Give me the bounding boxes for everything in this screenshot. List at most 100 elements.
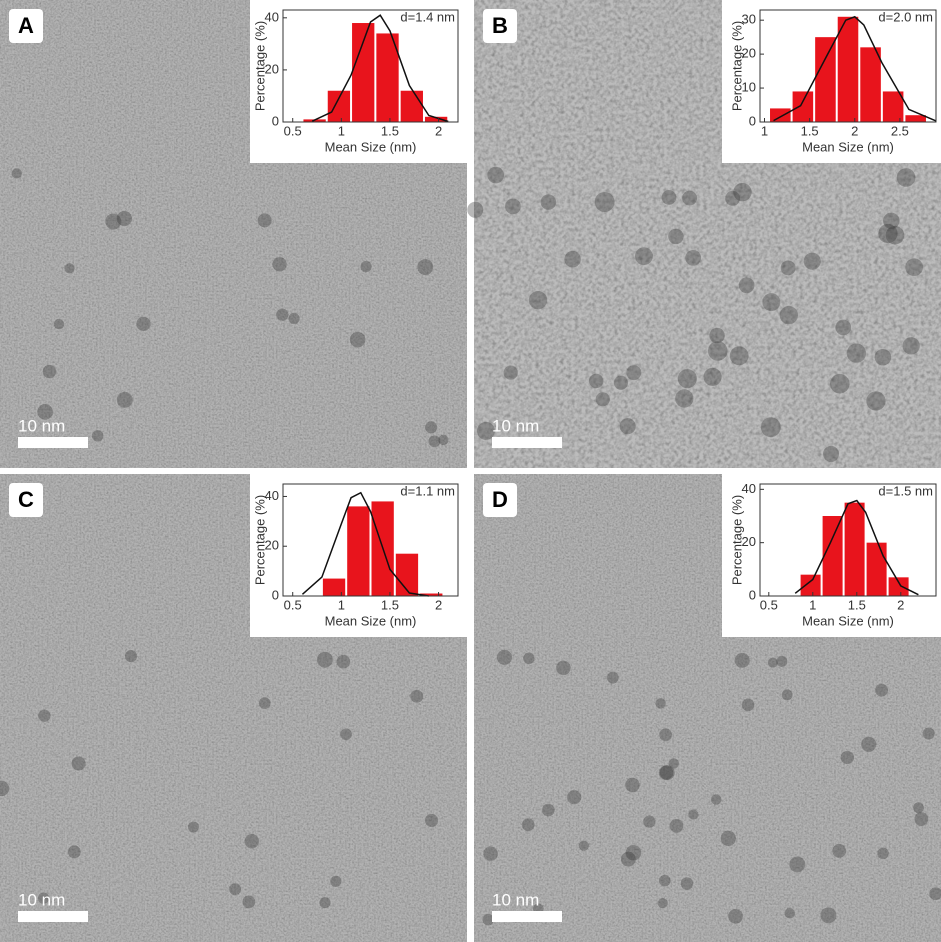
x-tick-label: 2 <box>851 123 858 138</box>
y-tick-label: 40 <box>265 9 279 24</box>
particle <box>668 228 684 245</box>
particle <box>823 445 840 462</box>
particle <box>588 373 604 389</box>
particle <box>42 364 57 379</box>
x-tick-label: 2 <box>897 597 904 612</box>
particle <box>116 210 132 227</box>
panel-label-box <box>9 483 43 517</box>
particle <box>360 261 372 273</box>
scale-bar-label: 10 nm <box>18 416 65 435</box>
particle <box>11 168 22 179</box>
y-tick-label: 0 <box>749 113 756 128</box>
x-tick-label: 1.5 <box>381 597 399 612</box>
x-tick-label: 0.5 <box>284 597 302 612</box>
particle <box>556 660 571 676</box>
particle <box>643 815 656 828</box>
particle <box>340 728 352 741</box>
y-tick-label: 20 <box>265 61 279 76</box>
x-tick-label: 0.5 <box>284 123 302 138</box>
x-tick-label: 1.5 <box>801 123 819 138</box>
particle <box>578 840 589 851</box>
particle <box>136 316 151 332</box>
panel-label-box <box>483 483 517 517</box>
bar <box>327 90 351 122</box>
particle <box>830 373 850 394</box>
fit-curve <box>311 14 449 123</box>
particle <box>620 851 636 867</box>
particle <box>762 293 781 312</box>
particle <box>767 657 778 668</box>
particle <box>902 337 920 355</box>
particle <box>883 212 900 230</box>
panel-label: C <box>18 487 34 512</box>
particle <box>37 892 50 904</box>
particle <box>659 765 675 780</box>
particle <box>779 306 798 325</box>
plot-frame <box>759 9 937 123</box>
particle <box>835 319 852 336</box>
bar <box>888 577 909 596</box>
particle <box>707 341 728 361</box>
bar <box>322 578 346 596</box>
y-tick-label: 40 <box>265 488 279 503</box>
particle <box>661 190 677 205</box>
particle <box>720 830 736 847</box>
particle <box>741 698 755 712</box>
particle <box>877 847 889 860</box>
x-tick-label: 2 <box>435 123 442 138</box>
particle <box>349 331 366 348</box>
particle <box>914 812 929 826</box>
panel-label: B <box>492 13 508 38</box>
particle <box>187 821 199 833</box>
particle <box>428 435 441 448</box>
x-axis-label: Mean Size (nm) <box>802 139 894 154</box>
particle <box>613 375 629 390</box>
particle <box>124 650 138 663</box>
particle <box>521 818 535 832</box>
particle <box>288 312 300 325</box>
inset-title: d=2.0 nm <box>878 9 933 24</box>
x-axis-label: Mean Size (nm) <box>325 139 417 154</box>
plot-frame <box>759 483 937 597</box>
particle <box>680 877 694 890</box>
particle <box>688 809 699 820</box>
particle <box>861 736 877 752</box>
particle <box>781 689 793 701</box>
particle <box>417 259 434 276</box>
particle <box>244 833 259 849</box>
particle <box>594 192 615 212</box>
y-axis-label: Percentage (%) <box>252 495 267 585</box>
y-tick-label: 0 <box>272 587 279 602</box>
scale-bar-label: 10 nm <box>18 890 65 909</box>
y-tick-label: 20 <box>742 46 756 61</box>
particle <box>626 365 642 381</box>
particle <box>703 367 722 386</box>
particle <box>424 813 439 828</box>
particle <box>595 392 610 407</box>
y-tick-label: 10 <box>742 79 756 94</box>
particle <box>929 887 941 901</box>
scale-bar-label: 10 nm <box>492 890 539 909</box>
particle <box>668 758 679 769</box>
x-tick-label: 1 <box>809 597 816 612</box>
x-tick-label: 1 <box>338 123 345 138</box>
panel-label-box <box>483 9 517 43</box>
particle <box>655 698 666 709</box>
y-axis-label: Percentage (%) <box>729 21 744 111</box>
scale-bar-label: 10 nm <box>492 416 539 435</box>
particle <box>885 225 905 245</box>
particle <box>71 756 86 771</box>
bar <box>800 574 821 596</box>
particle <box>710 794 722 805</box>
particle <box>483 846 498 861</box>
particle <box>606 671 619 684</box>
bar <box>815 37 836 122</box>
panel-label: A <box>18 13 34 38</box>
particle <box>258 697 271 709</box>
particle <box>540 194 557 210</box>
scale-bar <box>492 911 562 922</box>
bar <box>905 115 926 122</box>
particle <box>496 649 513 665</box>
particle <box>272 257 287 272</box>
